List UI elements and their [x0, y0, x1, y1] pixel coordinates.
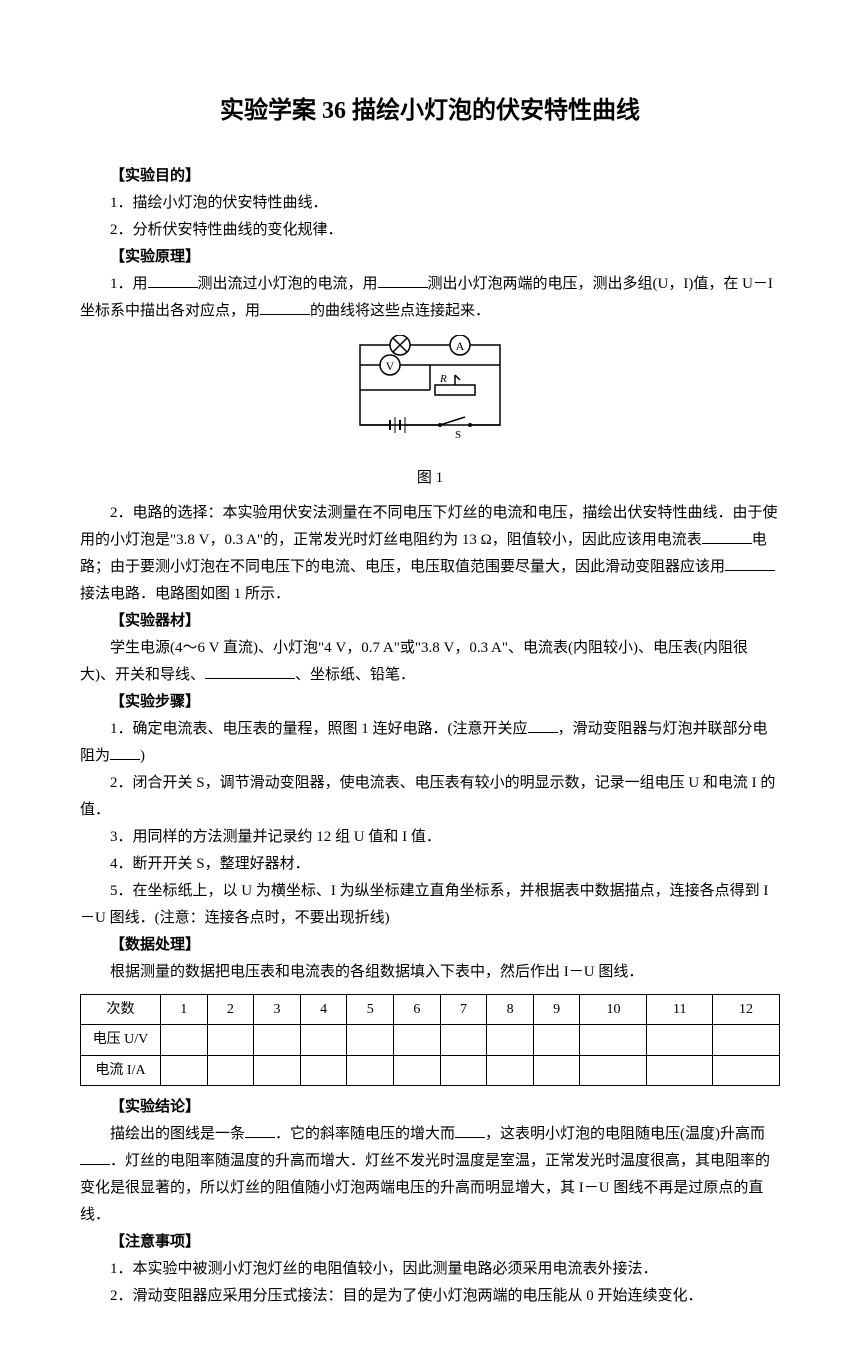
- cell: 7: [440, 995, 487, 1025]
- cell: [533, 1025, 580, 1055]
- steps-p5: 5．在坐标纸上，以 U 为横坐标、I 为纵坐标建立直角坐标系，并根据表中数据描点…: [80, 878, 780, 932]
- blank-equipment: [205, 664, 295, 679]
- cell: 5: [347, 995, 394, 1025]
- circuit-diagram: A V R S: [80, 335, 780, 455]
- conclusion-header: 【实验结论】: [80, 1094, 780, 1121]
- steps-p1: 1．确定电流表、电压表的量程，照图 1 连好电路．(注意开关应，滑动变阻器与灯泡…: [80, 716, 780, 770]
- text: ，这表明小灯泡的电阻随电压(温度)升高而: [485, 1126, 765, 1142]
- data-header: 【数据处理】: [80, 932, 780, 959]
- page-title: 实验学案 36 描绘小灯泡的伏安特性曲线: [80, 90, 780, 133]
- cell: [207, 1025, 254, 1055]
- notes-p1: 1．本实验中被测小灯泡灯丝的电阻值较小，因此测量电路必须采用电流表外接法．: [80, 1256, 780, 1283]
- table-row-header: 次数 1 2 3 4 5 6 7 8 9 10 11 12: [81, 995, 780, 1025]
- svg-text:A: A: [456, 339, 465, 353]
- cell: [394, 1025, 441, 1055]
- principle-p2: 2．电路的选择：本实验用伏安法测量在不同电压下灯丝的电流和电压，描绘出伏安特性曲…: [80, 500, 780, 608]
- text: 测出流过小灯泡的电流，用: [198, 276, 378, 292]
- cell: 4: [300, 995, 347, 1025]
- equipment-p1: 学生电源(4～6 V 直流)、小灯泡"4 V，0.7 A"或"3.8 V，0.3…: [80, 635, 780, 689]
- cell: [712, 1025, 779, 1055]
- cell: 10: [580, 995, 647, 1025]
- blank-divider: [725, 556, 775, 571]
- blank-increase: [80, 1150, 110, 1165]
- principle-p1: 1．用测出流过小灯泡的电流，用测出小灯泡两端的电压，测出多组(U，I)值，在 U…: [80, 271, 780, 325]
- blank-curve: [245, 1123, 275, 1138]
- text: 描绘出的图线是一条: [110, 1126, 245, 1142]
- cell: [487, 1025, 534, 1055]
- conclusion-p1: 描绘出的图线是一条 ．它的斜率随电压的增大而 ，这表明小灯泡的电阻随电压(温度)升高…: [80, 1121, 780, 1229]
- svg-text:V: V: [386, 359, 395, 373]
- blank-external: [702, 529, 752, 544]
- cell: [161, 1055, 208, 1085]
- table-row-current: 电流 I/A: [81, 1055, 780, 1085]
- cell: 1: [161, 995, 208, 1025]
- table-row-voltage: 电压 U/V: [81, 1025, 780, 1055]
- cell: [347, 1055, 394, 1085]
- cell: [580, 1055, 647, 1085]
- steps-p3: 3．用同样的方法测量并记录约 12 组 U 值和 I 值．: [80, 824, 780, 851]
- cell: [712, 1055, 779, 1085]
- circuit-svg: A V R S: [330, 335, 530, 445]
- svg-text:S: S: [455, 429, 461, 441]
- svg-text:R: R: [439, 373, 447, 385]
- cell: [487, 1055, 534, 1085]
- cell: [207, 1055, 254, 1085]
- cell: [394, 1055, 441, 1085]
- cell: 6: [394, 995, 441, 1025]
- text: ): [140, 748, 145, 764]
- objective-header: 【实验目的】: [80, 163, 780, 190]
- cell: [440, 1055, 487, 1085]
- steps-p2: 2．闭合开关 S，调节滑动变阻器，使电流表、电压表有较小的明显示数，记录一组电压…: [80, 770, 780, 824]
- cell: [440, 1025, 487, 1055]
- cell: [254, 1055, 301, 1085]
- text: 接法电路．电路图如图 1 所示．: [80, 586, 290, 602]
- cell: [533, 1055, 580, 1085]
- cell: [161, 1025, 208, 1055]
- blank-smooth: [260, 300, 310, 315]
- cell: 12: [712, 995, 779, 1025]
- cell: [300, 1025, 347, 1055]
- blank-voltmeter: [378, 273, 428, 288]
- blank-resistance: [110, 745, 140, 760]
- equipment-header: 【实验器材】: [80, 608, 780, 635]
- cell-header: 次数: [81, 995, 161, 1025]
- blank-switch: [528, 718, 558, 733]
- text: ．灯丝的电阻率随温度的升高而增大．灯丝不发光时温度是室温，正常发光时温度很高，其…: [80, 1153, 770, 1223]
- cell: [254, 1025, 301, 1055]
- circuit-caption: 图 1: [80, 465, 780, 492]
- objective-item-1: 1．描绘小灯泡的伏安特性曲线．: [80, 190, 780, 217]
- cell-header: 电压 U/V: [81, 1025, 161, 1055]
- blank-slope: [455, 1123, 485, 1138]
- cell-header: 电流 I/A: [81, 1055, 161, 1085]
- text: 、坐标纸、铅笔．: [295, 667, 415, 683]
- data-intro: 根据测量的数据把电压表和电流表的各组数据填入下表中，然后作出 I－U 图线．: [80, 959, 780, 986]
- cell: [580, 1025, 647, 1055]
- cell: [347, 1025, 394, 1055]
- objective-item-2: 2．分析伏安特性曲线的变化规律．: [80, 217, 780, 244]
- data-table: 次数 1 2 3 4 5 6 7 8 9 10 11 12 电压 U/V 电流 …: [80, 994, 780, 1086]
- notes-header: 【注意事项】: [80, 1229, 780, 1256]
- notes-p2: 2．滑动变阻器应采用分压式接法：目的是为了使小灯泡两端的电压能从 0 开始连续变…: [80, 1283, 780, 1310]
- cell: [300, 1055, 347, 1085]
- cell: 3: [254, 995, 301, 1025]
- text: ．它的斜率随电压的增大而: [275, 1126, 455, 1142]
- text: 2．电路的选择：本实验用伏安法测量在不同电压下灯丝的电流和电压，描绘出伏安特性曲…: [80, 505, 778, 548]
- cell: 9: [533, 995, 580, 1025]
- steps-p4: 4．断开开关 S，整理好器材．: [80, 851, 780, 878]
- text: 1．用: [110, 276, 148, 292]
- steps-header: 【实验步骤】: [80, 689, 780, 716]
- text: 的曲线将这些点连接起来．: [310, 303, 490, 319]
- principle-header: 【实验原理】: [80, 244, 780, 271]
- cell: 8: [487, 995, 534, 1025]
- text: 1．确定电流表、电压表的量程，照图 1 连好电路．(注意开关应: [110, 721, 528, 737]
- cell: 11: [647, 995, 713, 1025]
- cell: [647, 1055, 713, 1085]
- blank-ammeter: [148, 273, 198, 288]
- cell: [647, 1025, 713, 1055]
- cell: 2: [207, 995, 254, 1025]
